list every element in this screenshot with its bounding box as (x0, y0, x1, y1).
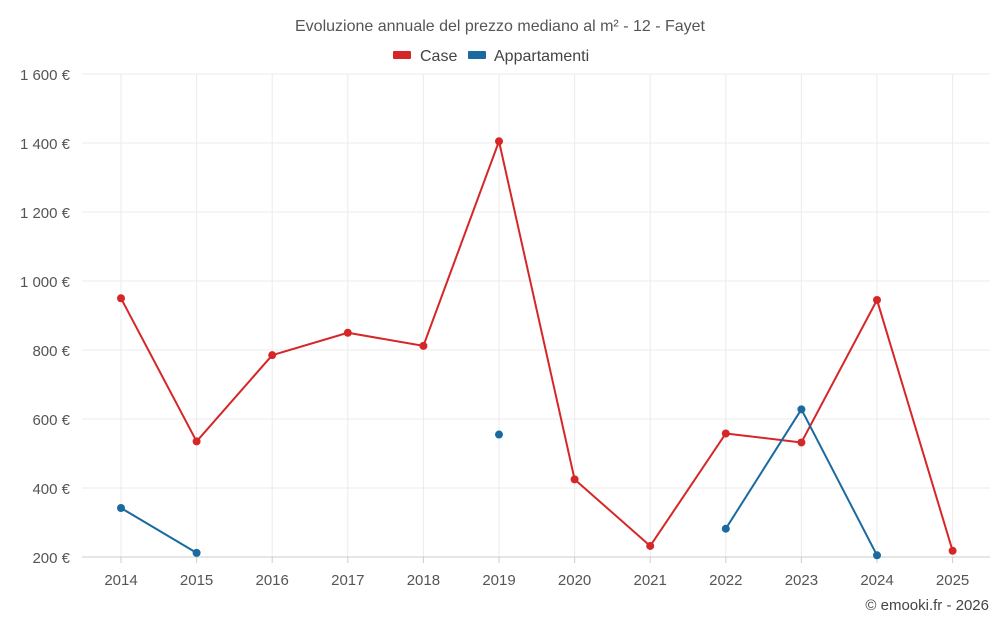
data-point (646, 541, 655, 550)
x-tick-label: 2025 (936, 572, 969, 589)
y-tick-label: 600 € (32, 412, 70, 429)
data-point (117, 504, 125, 513)
data-point (343, 328, 352, 337)
y-tick-label: 1 600 € (20, 67, 71, 84)
data-point (721, 524, 730, 533)
y-axis: 1 600 € 1 400 € 1 200 € 1 000 € 800 € 600 € 40… (20, 67, 71, 567)
data-point (570, 475, 579, 484)
legend-label: Case (420, 48, 457, 65)
legend-label: Appartamenti (494, 48, 589, 65)
series-appartamenti (117, 405, 881, 560)
data-point (873, 551, 881, 560)
x-tick-label: 2021 (634, 572, 667, 589)
data-point (117, 294, 125, 303)
data-point (721, 429, 730, 438)
chart-title: Evoluzione annuale del prezzo mediano al… (295, 18, 706, 35)
credit-text: © emooki.fr - 2026 (865, 597, 989, 614)
data-point (797, 438, 806, 447)
legend-swatch (393, 51, 411, 59)
x-tick-label: 2022 (709, 572, 742, 589)
legend: Case Appartamenti (393, 48, 589, 65)
y-tick-label: 800 € (32, 343, 70, 360)
y-tick-label: 1 000 € (20, 274, 71, 291)
series-group (117, 137, 957, 560)
series-line (120, 140, 954, 552)
data-point (797, 405, 806, 414)
y-tick-label: 200 € (32, 550, 70, 567)
series-line (120, 507, 198, 554)
series-case (117, 137, 957, 555)
data-point (948, 546, 957, 555)
y-tick-label: 400 € (32, 481, 70, 498)
x-tick-label: 2017 (331, 572, 364, 589)
x-tick-label: 2024 (860, 572, 893, 589)
data-point (192, 548, 201, 557)
data-point (268, 351, 277, 360)
x-tick-label: 2018 (407, 572, 440, 589)
x-tick-label: 2020 (558, 572, 591, 589)
x-tick-label: 2015 (180, 572, 213, 589)
data-point (873, 295, 881, 304)
data-point (192, 437, 201, 446)
x-tick-label: 2023 (785, 572, 818, 589)
x-axis: 2014 2015 2016 2017 2018 2019 2020 2021 2022 2023… (104, 557, 969, 589)
x-tick-label: 2019 (482, 572, 515, 589)
data-point (495, 430, 503, 439)
data-point (419, 341, 428, 350)
y-tick-label: 1 200 € (20, 205, 71, 222)
y-tick-label: 1 400 € (20, 136, 71, 153)
data-point (495, 137, 503, 146)
x-tick-label: 2016 (256, 572, 289, 589)
grid (82, 73, 990, 558)
x-tick-label: 2014 (104, 572, 137, 589)
legend-swatch (468, 51, 486, 59)
